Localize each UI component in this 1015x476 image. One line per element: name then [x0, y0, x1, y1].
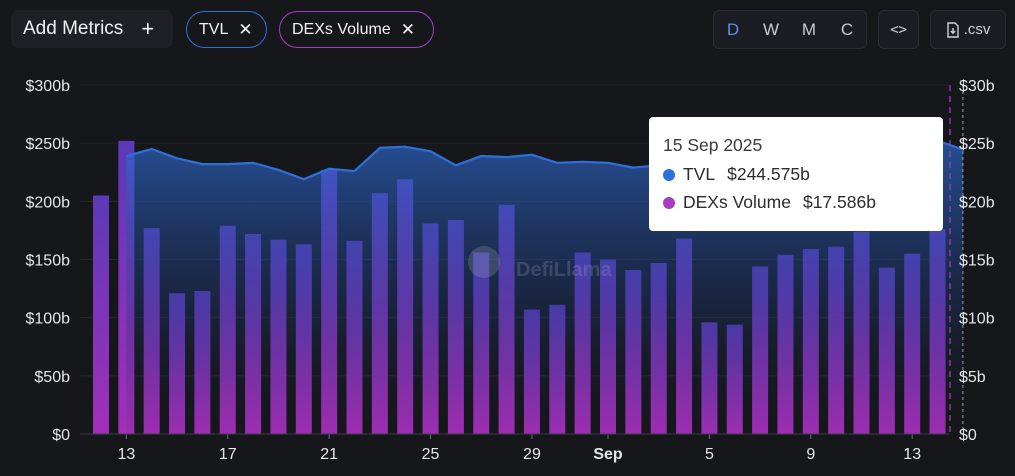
right-axis-tick-label: $0	[959, 427, 977, 444]
left-axis-tick-label: $250b	[26, 136, 71, 153]
period-daily-button[interactable]: D	[726, 19, 740, 39]
tooltip-dex-label: DEXs Volume	[683, 192, 791, 212]
crosshair	[949, 85, 964, 434]
add-metrics-label: Add Metrics	[23, 18, 124, 39]
csv-label: .csv	[963, 21, 991, 38]
left-axis-tick-label: $150b	[26, 253, 71, 270]
dex-volume-bar	[93, 195, 109, 434]
period-cumulative-button[interactable]: C	[840, 19, 854, 39]
left-axis-tick-label: $300b	[26, 78, 71, 95]
right-axis-tick-label: $10b	[959, 311, 995, 328]
tooltip-row-tvl: TVL $244.575b	[663, 164, 943, 185]
left-axis-tick-label: $0	[52, 427, 70, 444]
embed-button[interactable]: <>	[878, 10, 919, 49]
x-axis: 13 17 21 25 29 Sep 5 9 13	[80, 433, 950, 463]
period-selector: D W M C	[713, 10, 867, 49]
x-axis-tick-label: 9	[806, 446, 815, 463]
metric-chip-label: TVL	[199, 20, 229, 38]
tooltip-dex-value: $17.586b	[802, 192, 876, 212]
x-axis-tick-label: 13	[117, 446, 135, 463]
csv-download-button[interactable]: .csv	[930, 10, 1006, 49]
right-axis-tick-label: $5b	[959, 369, 986, 386]
left-axis-tick-label: $200b	[26, 194, 71, 211]
metric-chip-tvl[interactable]: TVL ✕	[186, 11, 267, 48]
tooltip-tvl-label: TVL	[683, 164, 716, 184]
right-axis-tick-label: $20b	[959, 194, 995, 211]
close-icon[interactable]: ✕	[238, 20, 253, 39]
x-axis-tick-label: 25	[422, 446, 440, 463]
period-weekly-button[interactable]: W	[762, 19, 780, 39]
code-icon: <>	[890, 21, 907, 38]
tvl-dot-icon	[663, 168, 675, 181]
tooltip-tvl-value: $244.575b	[727, 164, 810, 184]
x-axis-tick-label: 29	[523, 446, 541, 463]
close-icon[interactable]: ✕	[400, 20, 415, 39]
x-axis-tick-label: Sep	[593, 446, 623, 463]
x-axis-tick-label: 13	[903, 446, 921, 463]
plus-icon: +	[141, 16, 155, 41]
watermark-text: DefiLlama	[516, 259, 612, 281]
left-axis-tick-label: $100b	[26, 311, 71, 328]
right-axis-tick-label: $15b	[959, 253, 995, 270]
tooltip-date: 15 Sep 2025	[663, 135, 763, 155]
tooltip-row-dex: DEXs Volume $17.586b	[663, 192, 943, 213]
metric-chip-label: DEXs Volume	[292, 20, 391, 38]
period-monthly-button[interactable]: M	[801, 19, 817, 39]
file-download-icon	[946, 21, 959, 38]
dex-dot-icon	[663, 196, 675, 209]
metric-chip-dexs-volume[interactable]: DEXs Volume ✕	[279, 11, 434, 48]
x-axis-tick-label: 17	[219, 446, 237, 463]
x-axis-tick-label: 5	[705, 446, 714, 463]
right-axis-tick-label: $30b	[959, 78, 995, 95]
left-axis: $0 $50b $100b $150b $200b $250b $300b	[26, 78, 71, 444]
toolbar: Add Metrics + TVL ✕ DEXs Volume ✕ D W M …	[0, 0, 1015, 62]
right-axis: $0 $5b $10b $15b $20b $25b $30b	[959, 78, 995, 444]
add-metrics-button[interactable]: Add Metrics +	[11, 10, 173, 48]
x-axis-tick-label: 21	[320, 446, 338, 463]
watermark: DefiLlama	[468, 246, 612, 281]
left-axis-tick-label: $50b	[34, 369, 70, 386]
chart-tooltip: 15 Sep 2025 TVL $244.575b DEXs Volume $1…	[649, 117, 943, 231]
right-axis-tick-label: $25b	[959, 136, 995, 153]
